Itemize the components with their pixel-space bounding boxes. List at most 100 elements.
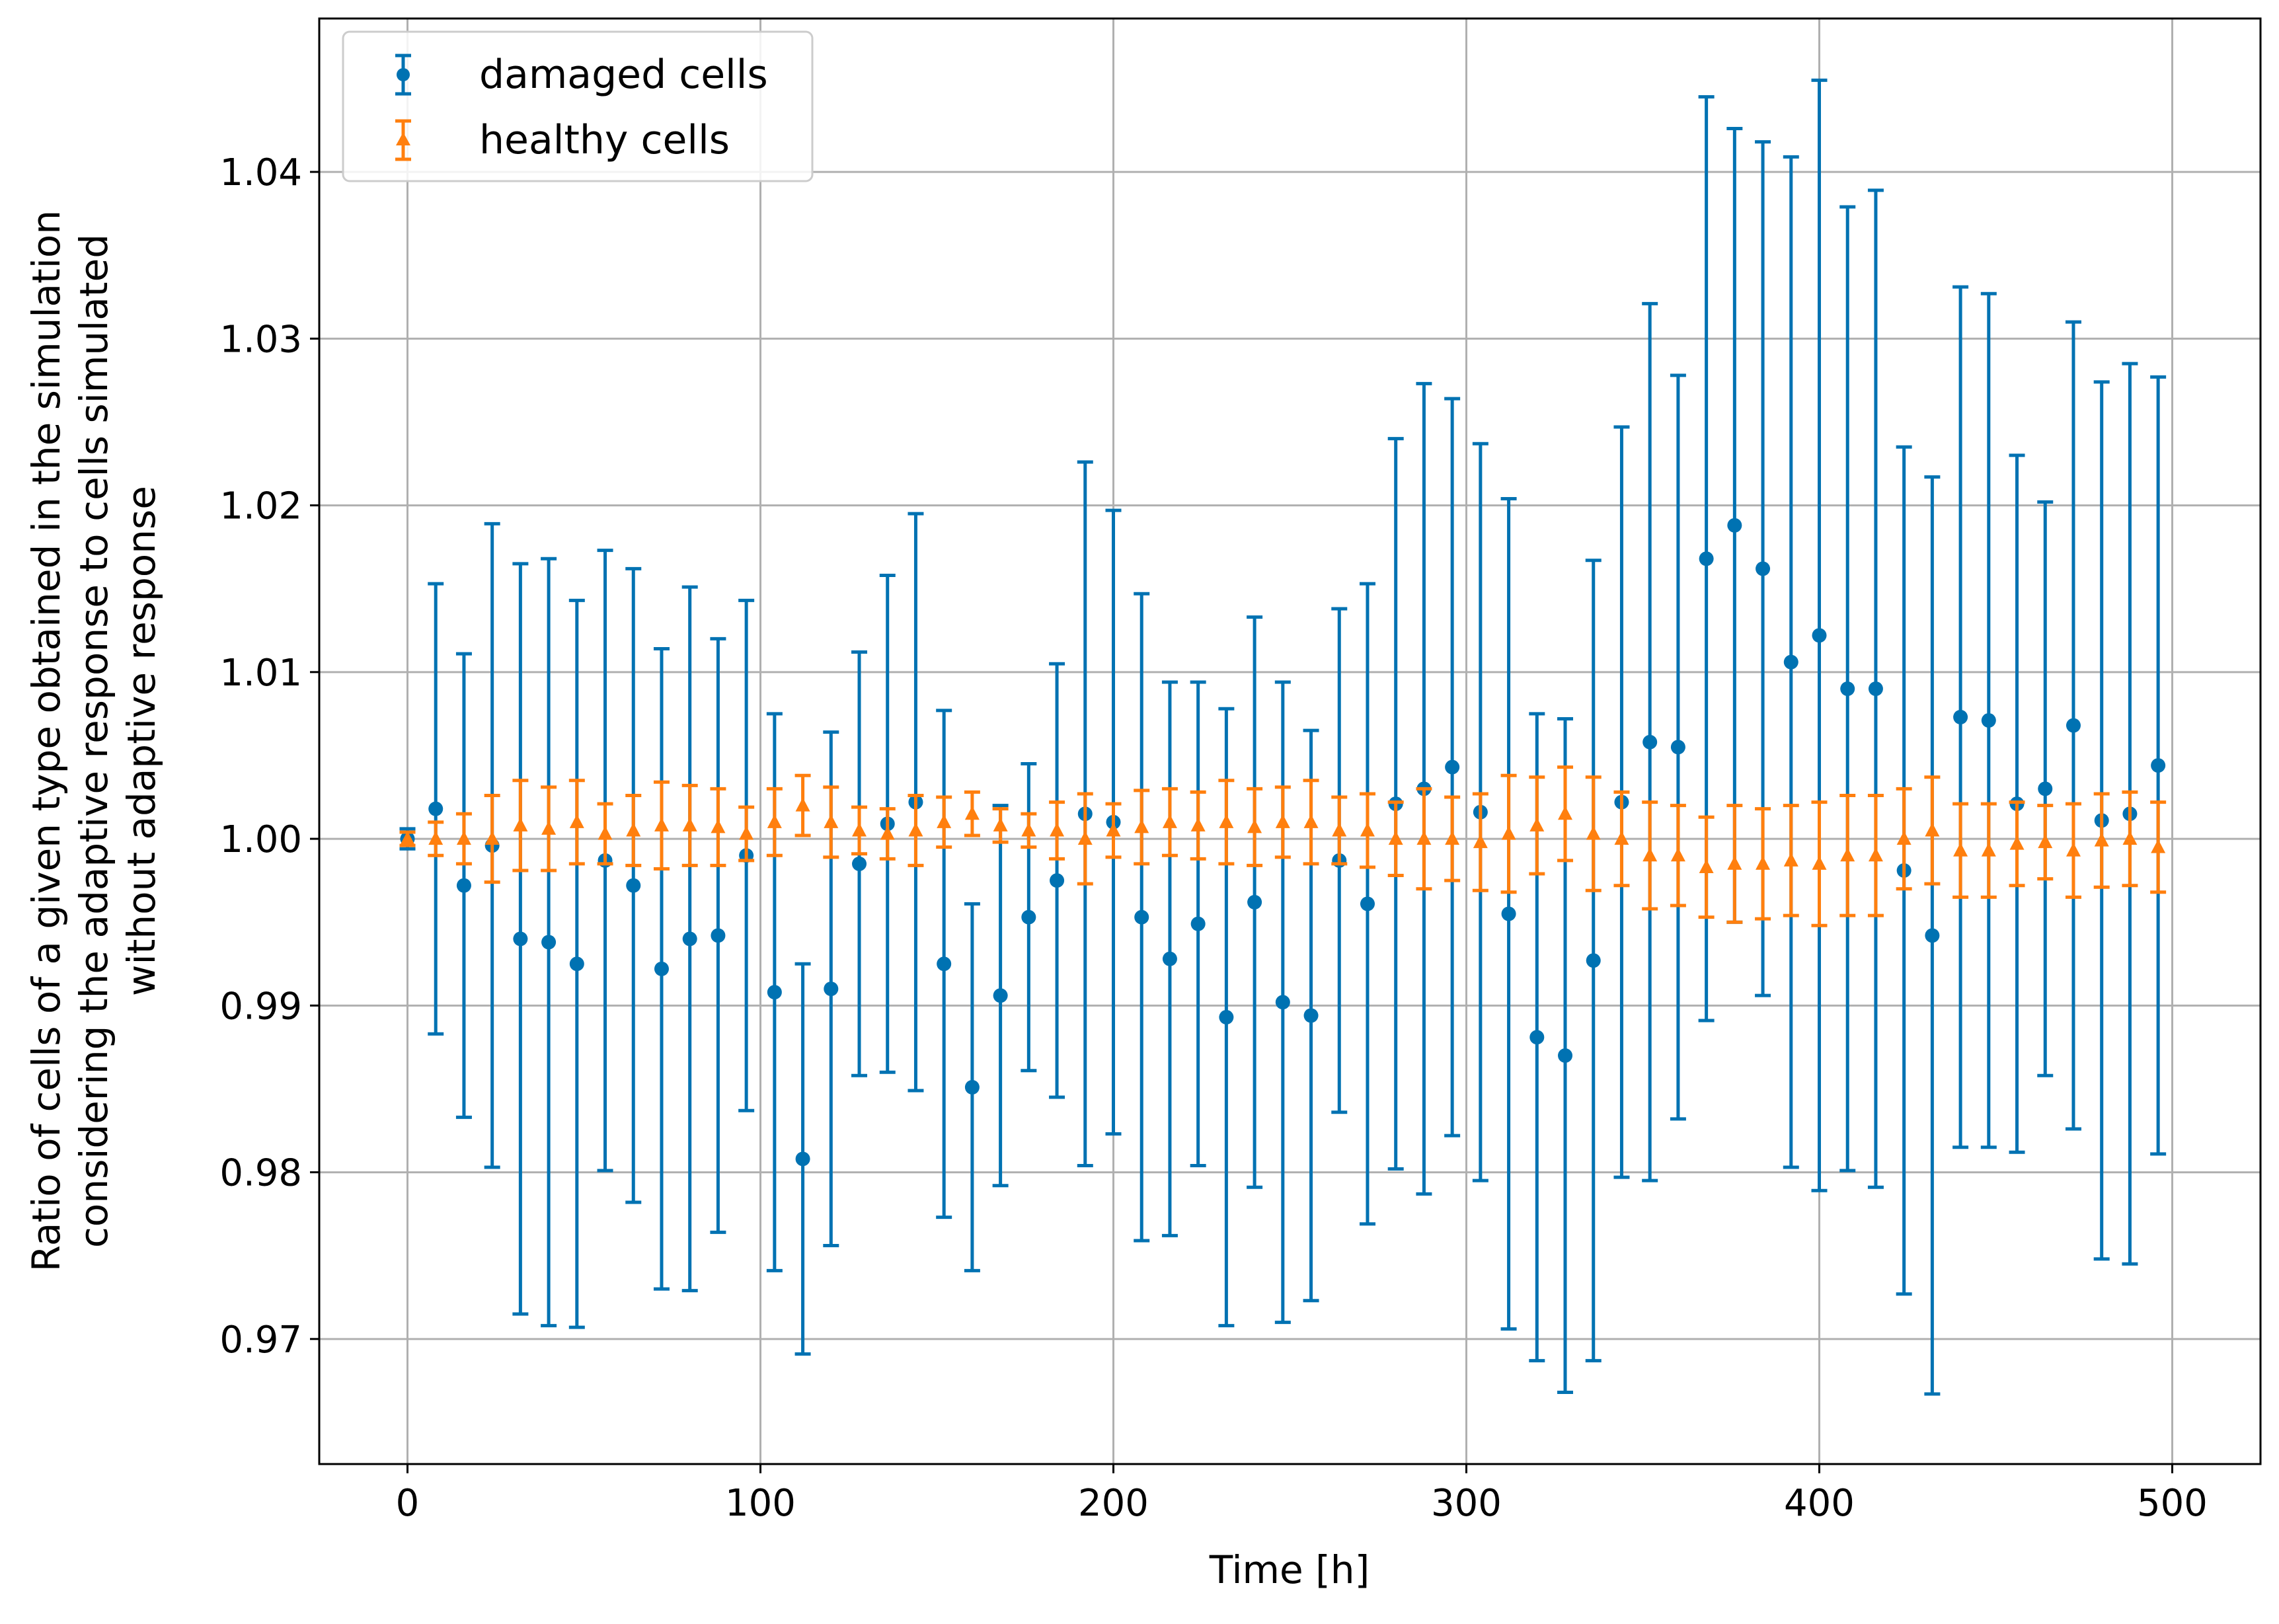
healthy-point — [1161, 787, 1178, 857]
healthy-point — [1642, 800, 1658, 911]
healthy-marker — [1077, 831, 1093, 845]
data-series — [399, 78, 2167, 1396]
healthy-marker — [1247, 819, 1262, 833]
damaged-point — [2037, 500, 2054, 1077]
y-tick-label: 1.01 — [219, 652, 302, 695]
damaged-point — [541, 557, 557, 1328]
x-axis-title: Time [h] — [1209, 1547, 1370, 1592]
healthy-point — [794, 773, 811, 837]
healthy-point — [428, 820, 444, 857]
healthy-point — [455, 812, 472, 866]
healthy-point — [1190, 790, 1206, 861]
healthy-point — [597, 802, 613, 866]
damaged-marker — [1642, 734, 1658, 750]
damaged-point — [625, 566, 642, 1204]
healthy-point — [1585, 775, 1602, 892]
damaged-point — [1359, 582, 1375, 1226]
healthy-point — [2093, 792, 2110, 889]
healthy-point — [2009, 800, 2025, 888]
healthy-point — [568, 779, 585, 866]
healthy-point — [681, 783, 698, 867]
damaged-marker — [2066, 718, 2081, 733]
healthy-marker — [513, 817, 528, 831]
healthy-point — [1444, 795, 1461, 882]
healthy-point — [1218, 779, 1235, 866]
healthy-marker — [795, 797, 810, 812]
damaged-point — [1952, 285, 1969, 1149]
damaged-point — [1980, 291, 1997, 1149]
damaged-point — [681, 585, 698, 1293]
damaged-marker — [1670, 740, 1685, 755]
healthy-marker — [1670, 847, 1685, 862]
healthy-point — [653, 780, 670, 870]
healthy-point — [1755, 807, 1771, 921]
healthy-marker — [1106, 822, 1121, 837]
x-tick-label: 200 — [1078, 1482, 1149, 1525]
healthy-point — [484, 793, 500, 884]
damaged-marker — [795, 1151, 810, 1167]
damaged-marker — [1162, 951, 1177, 966]
healthy-marker — [484, 831, 500, 845]
healthy-marker — [1756, 855, 1771, 870]
healthy-point — [738, 805, 755, 863]
healthy-marker — [2038, 834, 2053, 849]
x-tick-label: 300 — [1431, 1482, 1502, 1525]
damaged-marker — [456, 878, 471, 893]
healthy-marker — [2151, 839, 2166, 853]
damaged-marker — [1303, 1008, 1319, 1023]
damaged-marker — [541, 935, 557, 950]
y-axis-title-line-3: without adaptive response — [119, 486, 164, 996]
healthy-point — [851, 805, 868, 856]
damaged-marker — [937, 956, 952, 972]
healthy-point — [625, 793, 642, 867]
damaged-marker — [964, 1079, 980, 1095]
healthy-marker — [1896, 831, 1912, 845]
legend: damaged cells healthy cells — [342, 30, 814, 182]
healthy-marker — [880, 826, 895, 840]
damaged-point — [1444, 397, 1461, 1138]
healthy-marker — [626, 822, 641, 837]
healthy-marker — [456, 831, 471, 845]
damaged-marker — [993, 988, 1008, 1003]
healthy-point — [1134, 789, 1150, 866]
healthy-point — [541, 785, 557, 872]
damaged-point — [653, 647, 670, 1291]
damaged-marker — [1868, 681, 1883, 697]
healthy-point — [1247, 787, 1263, 867]
healthy-point — [1952, 802, 1969, 899]
damaged-point — [1585, 559, 1602, 1363]
legend-box — [342, 30, 814, 182]
damaged-point — [710, 637, 726, 1234]
damaged-marker — [1445, 759, 1460, 775]
damaged-point — [1247, 615, 1263, 1189]
healthy-point — [823, 785, 839, 859]
healthy-point — [766, 787, 783, 857]
healthy-marker — [2066, 842, 2081, 857]
healthy-marker — [1445, 831, 1460, 845]
x-tick-label: 100 — [725, 1482, 796, 1525]
damaged-marker — [711, 928, 726, 943]
x-tick-label: 500 — [2137, 1482, 2208, 1525]
healthy-marker — [400, 831, 415, 845]
damaged-marker — [1247, 894, 1262, 909]
healthy-point — [1387, 800, 1404, 878]
healthy-point — [1867, 793, 1884, 917]
damaged-marker — [824, 982, 839, 997]
healthy-marker — [767, 814, 782, 828]
damaged-marker — [654, 961, 669, 976]
x-tick-label: 0 — [396, 1482, 420, 1525]
healthy-marker — [2122, 831, 2138, 845]
healthy-point — [2037, 804, 2054, 881]
healthy-point — [1783, 804, 1799, 917]
legend-label-damaged: damaged cells — [479, 52, 768, 98]
y-tick-label: 1.03 — [219, 318, 302, 361]
series-healthy — [399, 765, 2167, 927]
y-tick-label: 0.99 — [219, 985, 302, 1028]
healthy-point — [964, 790, 980, 837]
healthy-marker — [1388, 831, 1403, 845]
healthy-marker — [1416, 831, 1432, 845]
damaged-marker — [682, 931, 697, 947]
damaged-marker — [1501, 906, 1516, 921]
